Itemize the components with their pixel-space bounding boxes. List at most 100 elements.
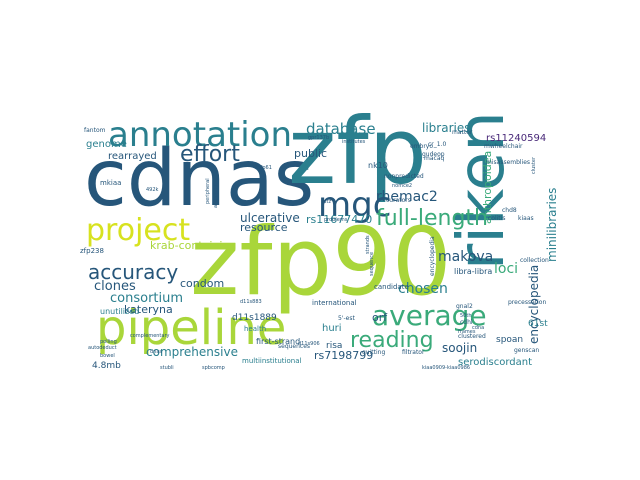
- word-gpr137b: gpr137b: [308, 135, 330, 141]
- word-health: health: [244, 325, 267, 333]
- word-problems: problems: [324, 217, 348, 223]
- word-soojin: soojin: [442, 341, 478, 355]
- word-encyclopedia-small: encyclopedia: [429, 236, 436, 276]
- word-consortium: consortium: [110, 291, 184, 306]
- word-makova: makova: [438, 249, 494, 265]
- word-polling: polling: [100, 339, 117, 345]
- word-gnal2: gnal2: [456, 303, 473, 310]
- word-libra-libra: libra-libra: [454, 267, 493, 276]
- word-embryo: embryo: [410, 143, 434, 150]
- word-comprehensive: comprehensive: [146, 345, 238, 359]
- word-492k: 492k: [146, 187, 159, 193]
- word-dnas: dnas: [150, 349, 163, 355]
- word-institutes: institutes: [342, 139, 366, 145]
- word-macaq: macaq: [424, 155, 445, 162]
- word-frames: frames: [458, 329, 476, 335]
- word-unutilized: unutilized: [100, 307, 140, 316]
- word-cdna: cdna: [472, 325, 485, 331]
- word-d11s1889: d11s1889: [232, 313, 277, 323]
- word-minilibraries: minilibraries: [545, 187, 559, 262]
- word-risa: risa: [326, 341, 343, 351]
- word-d11s906: d11s906: [298, 341, 320, 347]
- word-matter: matter: [452, 129, 473, 136]
- word-multiinstitutional: multiinstitutional: [242, 357, 302, 365]
- word-bowel: bowel: [100, 353, 115, 359]
- word-filtrator: filtrator: [402, 349, 425, 356]
- word-international: international: [312, 299, 357, 307]
- word-clustered: clustered: [458, 333, 486, 340]
- word-resource: resource: [240, 221, 288, 234]
- word-zfp61: zfp61: [258, 165, 272, 171]
- word-public: public: [294, 147, 328, 160]
- word-5-est: 5'-est: [338, 315, 355, 322]
- word-rearrayed: rearrayed: [108, 151, 157, 162]
- word-fantom: fantom: [84, 127, 106, 134]
- word-misassemblies: misassemblies: [486, 159, 531, 166]
- word-condom: condom: [180, 277, 225, 290]
- word-peripheral: peripheral: [205, 178, 211, 204]
- word-sequences: sequences: [278, 343, 311, 350]
- word-gudeop: gudeop: [422, 151, 445, 158]
- word-rs11677470: rs11677470: [306, 213, 373, 226]
- word-krab-containing: krab-containing: [150, 239, 237, 252]
- word-orf: orf: [372, 311, 388, 324]
- word-cdnas: cdnas: [84, 134, 315, 224]
- word-d11s883: d11s883: [240, 299, 262, 305]
- word-sequence: sequence: [369, 251, 375, 276]
- word-zfp238: zfp238: [80, 247, 104, 255]
- word-mwheelchair: mwheelchair: [484, 143, 523, 150]
- word-complementary: complementary: [130, 333, 170, 339]
- word-stubli: stubli: [160, 365, 174, 371]
- word-effort: effort: [180, 142, 240, 167]
- word-pipeline: pipeline: [96, 300, 287, 356]
- word-genscan: genscan: [514, 347, 540, 354]
- word-rs7198799: rs7198799: [314, 349, 374, 362]
- word-kiaa0909: kiaa0909-kiaa0986: [422, 365, 471, 371]
- word-61st: 61st: [528, 319, 548, 329]
- word-cluster: cluster: [531, 156, 537, 174]
- word-quitting: quitting: [362, 349, 386, 356]
- word-libraries: libraries: [422, 121, 471, 135]
- word-full-length: full-length: [376, 206, 488, 231]
- word-nomce2: nomce2: [392, 183, 413, 189]
- word-alignments: alignments: [213, 180, 219, 208]
- word-curators: curators: [386, 197, 411, 204]
- word-cr-1-0: cr_1.0: [428, 141, 447, 148]
- word-reading: reading: [350, 328, 434, 353]
- word-clones: clones: [94, 279, 136, 294]
- word-cloud: zfp90 cdnas zfp riken pipeline annotatio…: [80, 104, 560, 376]
- word-genome: genome: [86, 139, 127, 150]
- word-nonpredicted: nonpredicted: [384, 173, 424, 180]
- word-serodiscordant: serodiscordant: [458, 357, 532, 368]
- word-precessation: precessation: [508, 299, 547, 306]
- word-accuracy: accuracy: [88, 260, 179, 284]
- word-database: database: [306, 120, 376, 138]
- word-autodeduct: autodeduct: [88, 345, 117, 351]
- word-rhemac2: rhemac2: [376, 189, 438, 205]
- word-50th: 50th: [460, 313, 472, 319]
- word-lutz: lutz: [322, 199, 332, 205]
- word-chd8: chd8: [502, 207, 517, 214]
- word-collection: collection: [520, 257, 549, 264]
- word-mkiaa: mkiaa: [100, 179, 122, 187]
- word-annotation: annotation: [108, 115, 293, 155]
- word-mgc: mgc: [318, 185, 392, 225]
- word-cdhl: cdhl: [460, 319, 473, 326]
- word-spoan: spoan: [496, 335, 524, 345]
- word-4-8mb: 4.8mb: [92, 361, 121, 371]
- word-kiaas: kiaas: [518, 215, 534, 222]
- word-kateryna: kateryna: [124, 303, 173, 316]
- word-project: project: [86, 213, 191, 248]
- word-rs11240594: rs11240594: [486, 133, 547, 144]
- word-colitis: colitis: [488, 215, 506, 222]
- word-huri: huri: [322, 323, 342, 334]
- word-zfp90: zfp90: [190, 208, 452, 317]
- word-chosen: chosen: [398, 281, 448, 297]
- word-candidate: candidate: [374, 283, 409, 291]
- word-loci: loci: [494, 261, 519, 277]
- word-spbcomp: spbcomp: [202, 365, 225, 371]
- word-zfp: zfp: [288, 104, 428, 205]
- word-average: average: [372, 299, 487, 332]
- word-ulcerative: ulcerative: [240, 211, 300, 225]
- word-nk10: nk10: [368, 161, 388, 170]
